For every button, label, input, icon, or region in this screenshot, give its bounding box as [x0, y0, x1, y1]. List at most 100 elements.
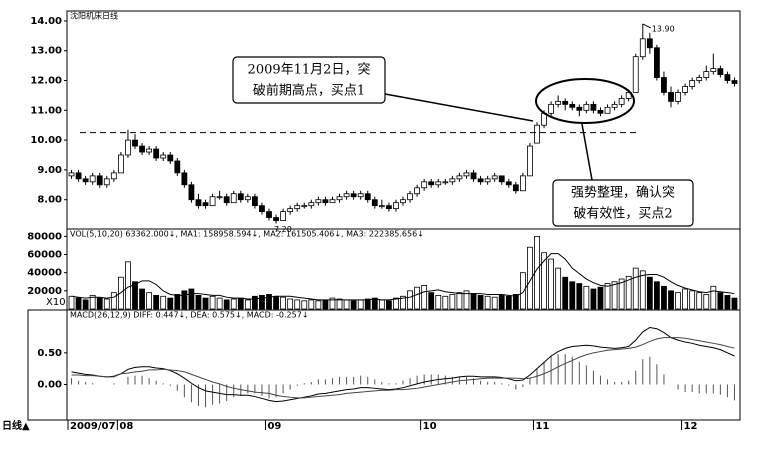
y-tick-label: 9.00: [37, 165, 62, 176]
candle-body: [181, 172, 188, 186]
volume-bar: [632, 267, 639, 310]
volume-bar: [449, 294, 456, 310]
volume-bar: [675, 292, 681, 310]
callout-text: 破有效性，买点2: [573, 207, 672, 222]
volume-bar: [132, 281, 138, 310]
volume-bar: [548, 258, 555, 310]
candle-body: [689, 80, 696, 87]
volume-bar: [393, 297, 399, 310]
candle-body: [696, 77, 703, 81]
volume-bar: [82, 299, 89, 310]
candle-body: [223, 196, 230, 204]
candle-body: [343, 193, 350, 198]
annotations: 2009年11月2日，突 破前期高点，买点1 强势整理，确认突 破有效性，买点2: [232, 56, 694, 227]
volume-bar: [498, 294, 505, 310]
volume-bar: [731, 297, 738, 310]
candle-body: [188, 184, 195, 201]
candle-body: [266, 211, 272, 218]
volume-bar: [209, 295, 216, 310]
y-tick-label: 0.50: [37, 348, 62, 359]
candle-body: [75, 172, 82, 180]
candle-body: [505, 181, 512, 186]
candle-body: [329, 199, 336, 204]
x-tick-label: 11: [535, 421, 549, 432]
x-tick-label: 08: [119, 421, 133, 432]
volume-bar: [230, 298, 237, 310]
candle-body: [209, 196, 216, 207]
volume-bar: [583, 285, 590, 310]
volume-bar: [562, 276, 569, 310]
volume-bar: [653, 281, 660, 310]
volume-bar: [329, 297, 336, 310]
candle-body: [527, 145, 533, 177]
y-tick-label: 12.00: [30, 76, 62, 87]
volume-bar: [75, 297, 82, 310]
volume-bar: [273, 295, 279, 310]
volume-bar: [710, 285, 717, 310]
candle-body: [470, 172, 477, 180]
candle-body: [484, 178, 491, 183]
volume-bar: [407, 290, 413, 310]
high-pointer: [642, 23, 652, 29]
candle-body: [639, 38, 646, 58]
candle-body: [167, 154, 174, 162]
volume-bar: [604, 283, 611, 310]
volume-header: VOL(5,10,20) 63362.000↓, MA1: 158958.594…: [70, 230, 424, 239]
volume-bar: [89, 294, 96, 310]
volume-bar: [590, 288, 597, 310]
candle-body: [519, 175, 526, 192]
candle-body: [216, 196, 223, 199]
candle-body: [555, 100, 562, 105]
macd-side-box: [27, 309, 68, 421]
volume-bar: [378, 299, 385, 310]
candle-body: [562, 100, 569, 105]
volume-bar: [661, 285, 667, 310]
candle-body: [294, 205, 301, 210]
volume-bar: [400, 295, 406, 310]
volume-bar: [385, 300, 392, 310]
volume-bar: [350, 300, 357, 310]
chart-title: 沈阳机床日线: [70, 11, 118, 21]
volume-bar: [322, 299, 329, 310]
volume-bar: [174, 294, 181, 310]
candle-body: [68, 172, 75, 177]
callout-box: [232, 56, 386, 104]
candle-body: [661, 77, 667, 93]
candle-body: [724, 74, 731, 81]
candle-body: [477, 178, 484, 183]
x-tick-label: 10: [423, 421, 437, 432]
volume-bar: [139, 288, 145, 310]
volume-bar: [259, 294, 265, 310]
candle-body: [174, 160, 181, 174]
candle-body: [153, 148, 160, 159]
y-tick-label: 11.00: [30, 105, 62, 116]
candle-body: [668, 92, 674, 102]
volume-bar: [696, 292, 703, 310]
volume-bar: [160, 295, 167, 310]
candle-body: [237, 193, 244, 201]
volume-bar: [527, 246, 533, 310]
candle-body: [498, 175, 505, 183]
candle-body: [287, 208, 294, 213]
x-tick-label: 12: [684, 421, 698, 432]
volume-bar: [167, 297, 174, 310]
volume-bar: [428, 292, 435, 310]
candle-body: [230, 193, 237, 204]
candle-body: [259, 205, 265, 213]
volume-bar: [717, 292, 724, 310]
volume-bar: [689, 290, 696, 310]
candle-body: [703, 71, 710, 78]
candle-body: [371, 199, 378, 207]
candle-body: [512, 184, 519, 192]
y-tick-label: 10.00: [30, 135, 62, 146]
y-tick-label: 13.00: [30, 46, 62, 57]
candle-body: [421, 181, 428, 189]
candle-body: [611, 103, 618, 108]
volume-bar: [96, 297, 103, 310]
callout-text: 强势整理，确认突: [571, 185, 675, 201]
candle-body: [449, 178, 456, 183]
volume-bar: [110, 292, 117, 310]
volume-bar: [703, 294, 710, 310]
volume-bar: [541, 252, 547, 310]
